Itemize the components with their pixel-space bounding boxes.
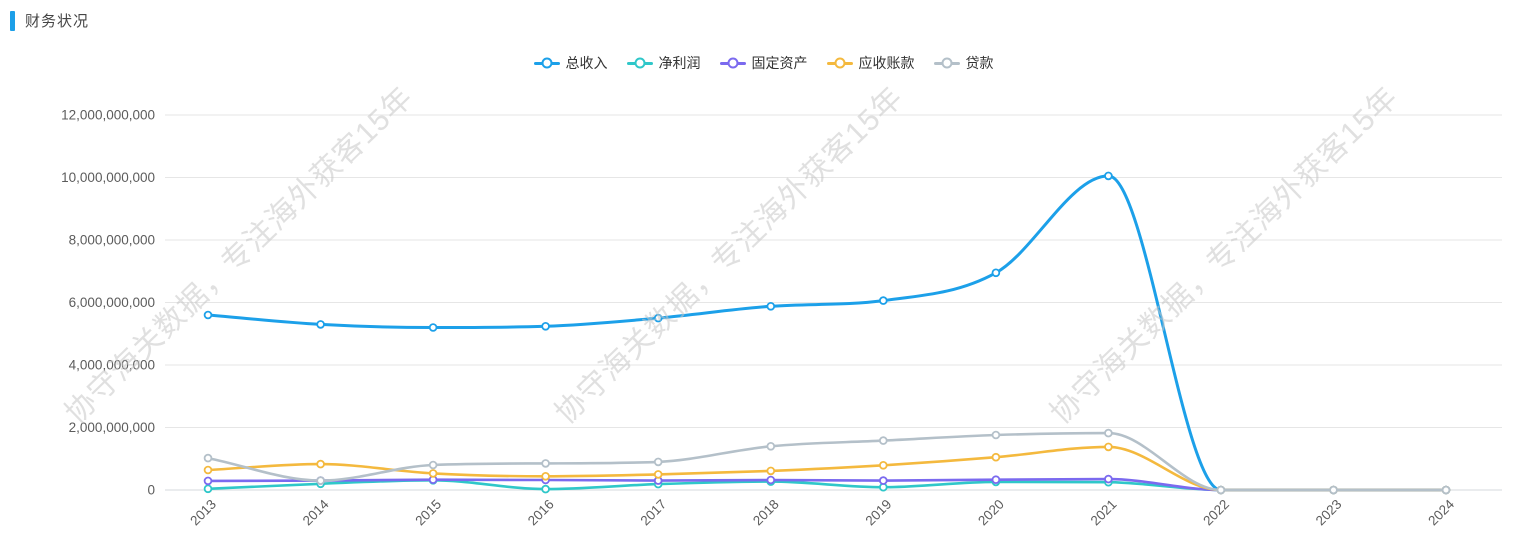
data-point-marker[interactable]: [316, 459, 325, 469]
legend-label: 净利润: [658, 55, 701, 71]
section-title: 财务状况: [25, 13, 90, 30]
data-point-marker[interactable]: [316, 320, 325, 329]
series-line-4: [206, 431, 1448, 492]
data-point-marker[interactable]: [1104, 171, 1113, 181]
data-point-marker[interactable]: [991, 268, 1001, 278]
data-point-marker[interactable]: [653, 470, 663, 479]
legend-label: 固定资产: [751, 55, 808, 71]
data-point-marker[interactable]: [541, 484, 550, 494]
data-point-marker[interactable]: [766, 466, 776, 476]
data-point-marker[interactable]: [428, 460, 438, 470]
data-point-marker[interactable]: [316, 476, 325, 485]
data-point-marker[interactable]: [991, 430, 1001, 440]
y-axis-tick-label: 2,000,000,000: [69, 420, 155, 435]
legend-label: 贷款: [965, 55, 994, 71]
x-axis-tick-label: 2014: [300, 496, 332, 528]
title-accent-bar: [10, 10, 15, 31]
x-axis-tick-label: 2015: [412, 497, 444, 529]
legend-label: 总收入: [565, 55, 608, 71]
data-point-marker[interactable]: [1104, 474, 1113, 484]
data-point-marker[interactable]: [1104, 442, 1113, 452]
data-point-marker[interactable]: [541, 471, 550, 481]
y-axis-tick-label: 6,000,000,000: [69, 295, 155, 310]
data-point-marker[interactable]: [203, 310, 213, 320]
legend-line-marker-icon: [933, 57, 960, 69]
x-axis-tick-label: 2024: [1425, 496, 1457, 528]
legend-item-fixed-assets[interactable]: 固定资产: [719, 53, 808, 73]
legend-line-marker-icon: [626, 57, 653, 69]
data-point-marker[interactable]: [1441, 485, 1451, 495]
data-point-marker[interactable]: [878, 436, 888, 445]
data-point-marker[interactable]: [1104, 428, 1113, 438]
legend-item-accounts-receivable[interactable]: 应收账款: [826, 53, 915, 73]
y-axis-tick-label: 12,000,000,000: [61, 108, 155, 123]
x-axis-tick-label: 2023: [1313, 497, 1345, 529]
legend-item-net-profit[interactable]: 净利润: [626, 53, 701, 73]
data-point-marker[interactable]: [653, 313, 663, 323]
x-axis-tick-label: 2021: [1088, 497, 1120, 529]
legend-label: 应收账款: [858, 55, 915, 71]
data-point-marker[interactable]: [1329, 485, 1338, 495]
data-point-marker[interactable]: [878, 460, 888, 470]
data-point-marker[interactable]: [203, 453, 213, 463]
data-point-marker[interactable]: [541, 321, 550, 331]
y-axis-tick-label: 0: [147, 483, 155, 498]
data-point-marker[interactable]: [203, 476, 213, 486]
data-point-marker[interactable]: [766, 301, 776, 311]
data-point-marker[interactable]: [428, 323, 438, 332]
panel-header: 财务状况: [10, 10, 89, 31]
data-point-marker[interactable]: [203, 465, 213, 475]
y-axis-tick-label: 10,000,000,000: [61, 170, 155, 185]
x-axis-tick-label: 2020: [975, 497, 1007, 529]
legend-line-marker-icon: [533, 57, 560, 69]
data-point-marker[interactable]: [653, 457, 663, 467]
data-point-marker[interactable]: [1216, 485, 1226, 495]
data-point-marker[interactable]: [878, 476, 888, 485]
legend-line-marker-icon: [826, 57, 853, 69]
data-point-marker[interactable]: [878, 296, 888, 305]
data-point-marker[interactable]: [991, 475, 1001, 485]
data-point-marker[interactable]: [428, 469, 438, 478]
data-point-marker[interactable]: [766, 441, 776, 451]
data-point-marker[interactable]: [766, 475, 776, 485]
y-axis-tick-label: 4,000,000,000: [69, 358, 155, 373]
data-point-marker[interactable]: [991, 452, 1001, 462]
chart-legend: 总收入 净利润 固定资产 应收账款 贷款: [0, 52, 1527, 74]
x-axis-tick-label: 2017: [637, 497, 669, 529]
legend-item-total-revenue[interactable]: 总收入: [533, 53, 608, 73]
data-point-marker[interactable]: [203, 484, 213, 494]
data-point-marker[interactable]: [541, 459, 550, 468]
y-axis-tick-label: 8,000,000,000: [69, 233, 155, 248]
x-axis-tick-label: 2022: [1200, 497, 1232, 529]
legend-item-loans[interactable]: 贷款: [933, 53, 994, 73]
x-axis-tick-label: 2013: [187, 497, 219, 529]
x-axis-tick-label: 2018: [750, 497, 782, 529]
legend-line-marker-icon: [719, 57, 746, 69]
x-axis-tick-label: 2019: [863, 497, 895, 529]
x-axis-tick-label: 2016: [525, 497, 557, 529]
